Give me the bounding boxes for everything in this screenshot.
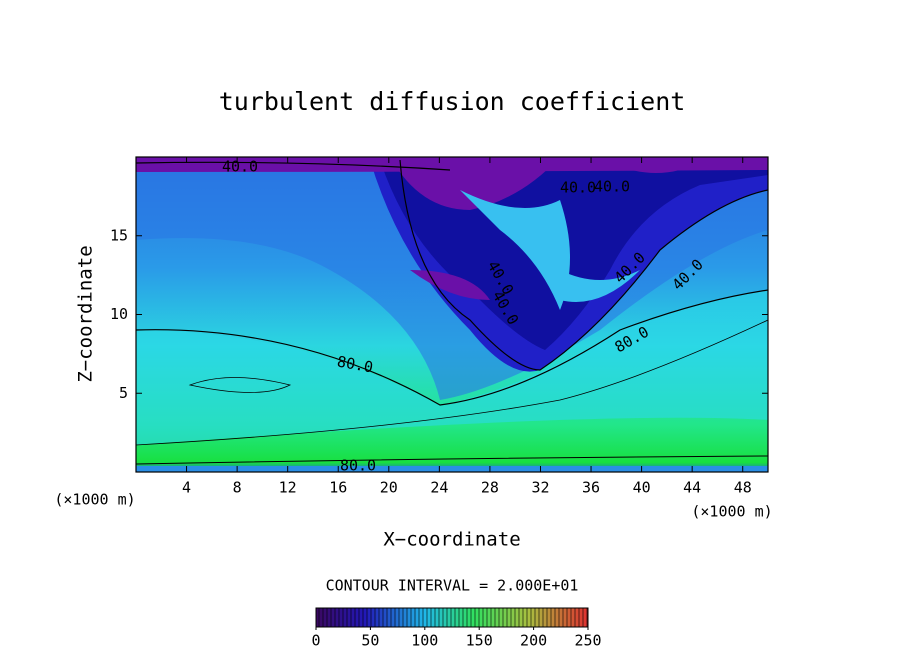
x-unit-label: (×1000 m) (54, 491, 135, 509)
contour-label: 40.0 (222, 158, 258, 176)
contour-label: 40.0 (560, 179, 596, 197)
x-tick-label: 8 (233, 479, 242, 497)
x-tick-label: 32 (531, 479, 549, 497)
chart-title: turbulent diffusion coefficient (219, 87, 686, 116)
contour-field (136, 157, 768, 472)
colorbar-tick-label: 200 (520, 632, 547, 650)
y-tick-label: 10 (110, 305, 128, 323)
x-unit-label: (×1000 m) (691, 503, 772, 521)
contour-label: 80.0 (336, 353, 375, 377)
colorbar-tick-label: 0 (311, 632, 320, 650)
colorbar-frame (315, 607, 589, 628)
x-tick-label: 44 (683, 479, 701, 497)
x-tick-label: 12 (279, 479, 297, 497)
colorbar-tick-label: 50 (361, 632, 379, 650)
x-tick-label: 40 (633, 479, 651, 497)
y-axis-title: Z−coordinate (75, 245, 97, 382)
x-tick-label: 48 (734, 479, 752, 497)
x-tick-label: 20 (380, 479, 398, 497)
x-tick-label: 36 (582, 479, 600, 497)
contour-label: 40.0 (594, 178, 630, 196)
colorbar-tick-label: 100 (411, 632, 438, 650)
y-tick-label: 15 (110, 226, 128, 244)
contour-label: 80.0 (340, 457, 376, 475)
colorbar-tick-label: 150 (466, 632, 493, 650)
colorbar-tick-label: 250 (574, 632, 601, 650)
colorbar (316, 608, 588, 627)
x-tick-label: 4 (182, 479, 191, 497)
x-tick-label: 16 (329, 479, 347, 497)
y-tick-label: 5 (119, 384, 128, 402)
contour-interval: CONTOUR INTERVAL = 2.000E+01 (326, 577, 579, 595)
x-axis-title: X−coordinate (383, 529, 520, 551)
x-tick-label: 24 (430, 479, 448, 497)
x-tick-label: 28 (481, 479, 499, 497)
